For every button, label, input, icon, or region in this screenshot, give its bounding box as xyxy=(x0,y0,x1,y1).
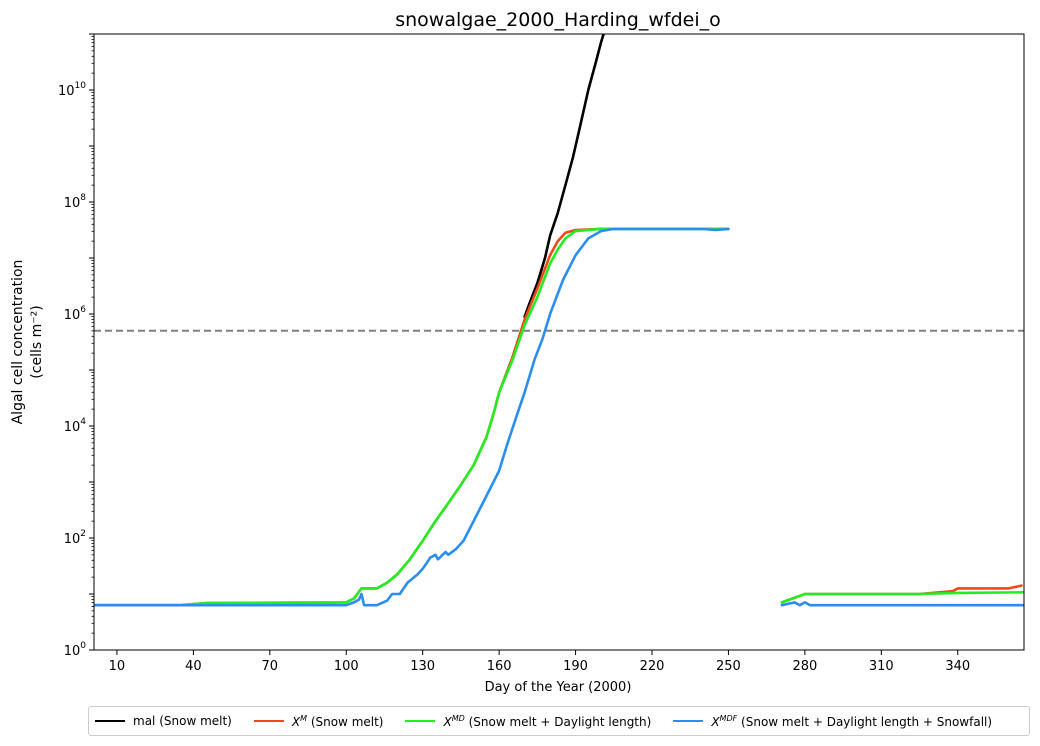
x-tick-label: 40 xyxy=(185,659,202,674)
series-line-mal-1 xyxy=(523,34,605,319)
legend: mal (Snow melt) XM (Snow melt) XMD (Snow m… xyxy=(88,706,1030,736)
legend-label: XM (Snow melt) xyxy=(291,713,384,729)
series-line-XMDF-2 xyxy=(780,601,1024,607)
x-tick-label: 10 xyxy=(109,659,126,674)
y-axis-label-line2: (cells m⁻²) xyxy=(29,305,45,378)
legend-label: XMDF (Snow melt + Daylight length + Snow… xyxy=(711,713,993,729)
x-tick-label: 160 xyxy=(487,659,512,674)
y-tick-label: 100 xyxy=(64,641,87,659)
x-axis-ticks: 10 40 70 100 130 160 190 220 250 280 310 340 xyxy=(109,650,970,674)
plot-frame xyxy=(93,33,1025,651)
y-tick-label: 108 xyxy=(64,193,87,211)
x-tick-label: 310 xyxy=(869,659,894,674)
legend-swatch xyxy=(673,720,704,722)
legend-item-mal: mal (Snow melt) xyxy=(95,714,232,728)
series-line-XMDF-1 xyxy=(94,227,730,607)
legend-label: mal (Snow melt) xyxy=(133,714,232,728)
chart-title: snowalgae_2000_Harding_wfdei_o xyxy=(395,9,721,31)
y-tick-label: 106 xyxy=(64,305,87,323)
y-tick-label: 104 xyxy=(64,417,87,435)
series-line-XMD-2 xyxy=(780,591,1024,604)
y-axis-ticks: 100 102 104 106 108 1010 xyxy=(58,33,94,659)
x-tick-label: 190 xyxy=(563,659,588,674)
y-tick-label: 1010 xyxy=(58,81,86,99)
chart-svg: snowalgae_2000_Harding_wfdei_o 10 40 70 100… xyxy=(10,9,1025,695)
x-axis-label: Day of the Year (2000) xyxy=(485,680,632,695)
x-tick-label: 220 xyxy=(640,659,665,674)
x-tick-label: 280 xyxy=(792,659,817,674)
y-axis-label: Algal cell concentration (cells m⁻²) xyxy=(10,260,45,425)
legend-label: XMD (Snow melt + Daylight length) xyxy=(443,713,652,729)
y-axis-label-line1: Algal cell concentration xyxy=(10,260,26,425)
x-tick-label: 100 xyxy=(334,659,359,674)
series-line-XMD-1 xyxy=(94,227,730,607)
series-line-XM-1 xyxy=(94,227,730,607)
x-tick-label: 70 xyxy=(262,659,279,674)
legend-item-XMD: XMD (Snow melt + Daylight length) xyxy=(405,714,651,729)
y-tick-label: 102 xyxy=(64,529,86,547)
legend-item-XM: XM (Snow melt) xyxy=(253,713,384,729)
plot-area xyxy=(93,33,1025,651)
x-tick-label: 130 xyxy=(410,659,435,674)
legend-swatch xyxy=(253,720,284,722)
legend-item-XMDF: XMDF (Snow melt + Daylight length + Snow… xyxy=(673,714,992,729)
legend-swatch xyxy=(405,720,436,722)
x-tick-label: 340 xyxy=(945,659,970,674)
x-tick-label: 250 xyxy=(716,659,741,674)
legend-swatch xyxy=(95,720,125,722)
